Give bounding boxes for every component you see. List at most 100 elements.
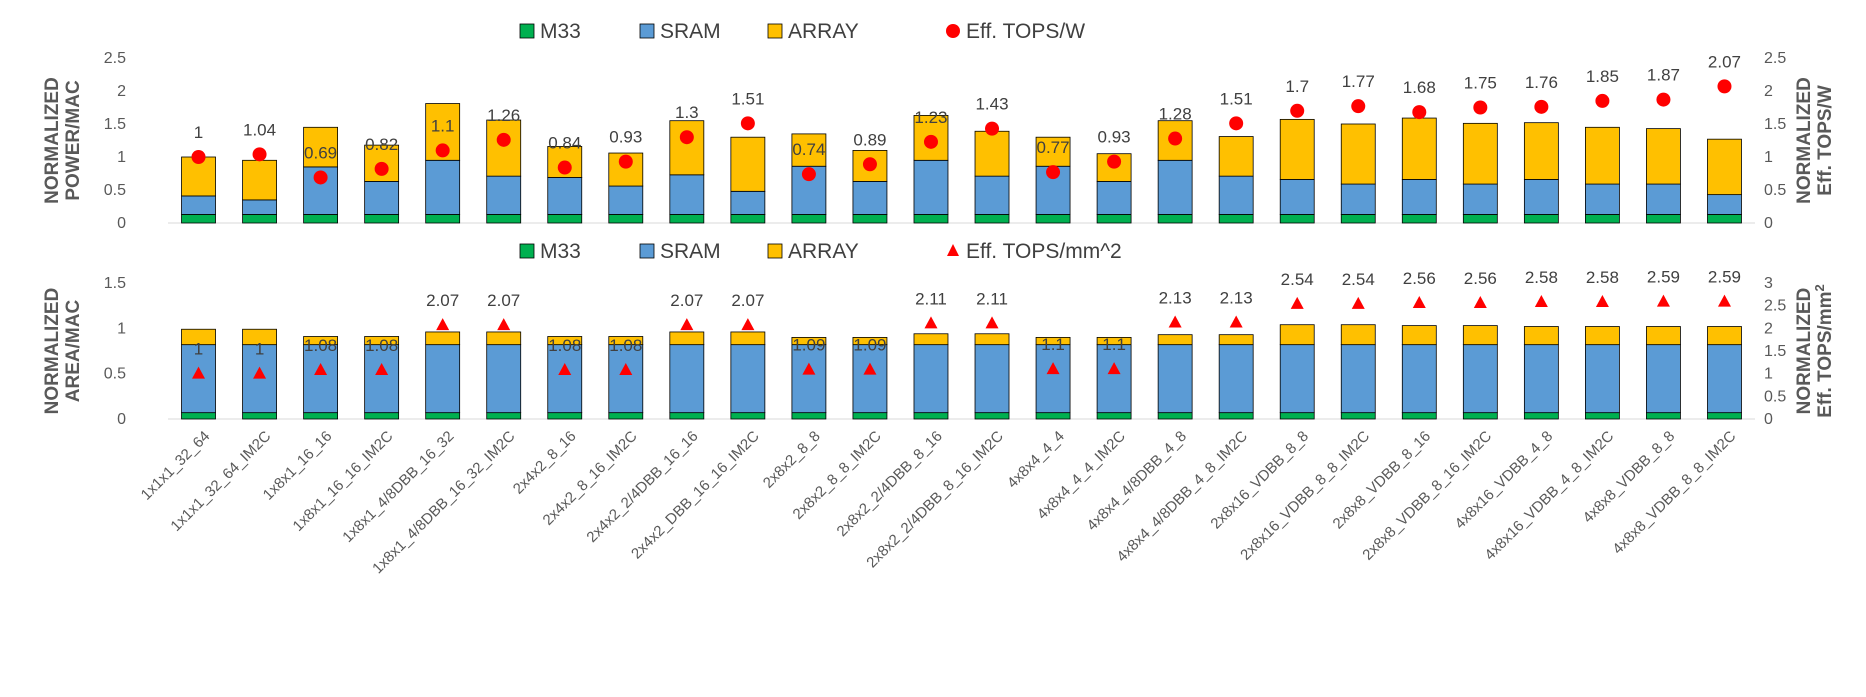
bar-sram-13: [913, 344, 949, 414]
bar-m33-8: [608, 412, 644, 420]
bar-array-10: [730, 331, 766, 346]
bar-sram-17: [1157, 344, 1193, 414]
bar-array-26: [1707, 326, 1742, 346]
y-tick-label: 0.5: [104, 366, 126, 383]
bar-sram-5: [425, 159, 461, 215]
bar-array-6: [486, 331, 522, 346]
data-label: 1.1: [1102, 335, 1126, 354]
x-category-labels: 1x1x1_32_641x1x1_32_64_IM2C1x8x1_16_161x…: [138, 428, 1740, 578]
data-label: 1.08: [609, 336, 642, 355]
point-tops-mm2-7: [558, 363, 572, 376]
legend-marker: [947, 244, 959, 256]
point-tops-w-11: [801, 167, 816, 182]
data-label: 0.89: [853, 130, 886, 149]
bar-m33-22: [1462, 214, 1498, 224]
bar-m33-1: [181, 412, 216, 420]
point-tops-w-23: [1534, 99, 1549, 114]
bar-sram-8: [608, 344, 644, 414]
y-tick-label: 0: [117, 215, 126, 232]
bar-sram-17: [1157, 159, 1193, 215]
bar-sram-3: [303, 344, 338, 414]
bar-m33-4: [364, 412, 400, 420]
y-axis-title: NORMALIZEDAREA/MAC: [42, 288, 84, 415]
x-tick-label: 1x1x1_32_64_IM2C: [167, 428, 274, 535]
legend-label: Eff. TOPS/mm^2: [966, 240, 1122, 263]
bar-m33-25: [1646, 412, 1681, 420]
point-tops-w-10: [740, 116, 755, 131]
bar-m33-9: [669, 214, 705, 224]
bar-m33-18: [1218, 412, 1254, 420]
x-tick-label: 2x4x2_DBB_16_16_IM2C: [628, 428, 763, 563]
bar-m33-1: [181, 214, 216, 224]
legend-label: ARRAY: [788, 20, 859, 43]
x-tick-label: 4x8x4_4/8DBB_4_8: [1084, 428, 1190, 534]
point-tops-w-7: [557, 160, 572, 175]
bar-array-3: [303, 126, 338, 168]
bar-sram-18: [1218, 175, 1254, 215]
data-label: 1: [194, 123, 203, 142]
point-tops-mm2-25: [1656, 294, 1670, 307]
bar-array-25: [1646, 326, 1681, 346]
bar-sram-25: [1646, 183, 1681, 215]
bar-m33-18: [1218, 214, 1254, 224]
point-tops-w-24: [1595, 93, 1610, 108]
bar-array-16: [1096, 336, 1132, 346]
y2-tick-label: 1: [1764, 149, 1773, 166]
bar-m33-5: [425, 412, 461, 420]
data-label: 1.08: [548, 336, 581, 355]
bar-m33-10: [730, 214, 766, 224]
bar-m33-13: [913, 412, 949, 420]
y2-tick-label: 1.5: [1764, 116, 1786, 133]
bar-m33-6: [486, 412, 522, 420]
legend-swatch: [519, 23, 535, 39]
bar-array-9: [669, 120, 705, 176]
bar-m33-10: [730, 412, 766, 420]
bar-sram-16: [1096, 181, 1132, 215]
x-tick-label: 2x4x2_2/4DBB_16_16: [583, 428, 701, 546]
y-tick-label: 1.5: [104, 275, 126, 292]
bar-sram-22: [1462, 344, 1498, 414]
chart-2: 0 0.5 1 1.5 0 0.5 1 1.5 2 2.5 3 NORMALIZEDAREA/MAC N…: [42, 240, 1836, 428]
bar-sram-9: [669, 344, 705, 414]
bar-sram-9: [669, 174, 705, 215]
point-tops-mm2-23: [1534, 295, 1548, 308]
bar-array-5: [425, 331, 461, 346]
legend-swatch: [639, 243, 655, 259]
bar-m33-11: [791, 214, 827, 224]
bar-array-11: [791, 336, 827, 346]
bar-array-18: [1218, 136, 1254, 177]
data-label: 2.11: [915, 289, 947, 308]
point-tops-w-5: [435, 143, 450, 158]
bar-m33-7: [547, 412, 583, 420]
bar-m33-21: [1401, 214, 1437, 224]
bar-array-25: [1646, 128, 1681, 185]
bar-m33-26: [1707, 214, 1742, 224]
y2-tick-label: 2.5: [1764, 50, 1786, 67]
data-label: 1.04: [243, 120, 276, 139]
point-tops-mm2-14: [985, 316, 999, 329]
bar-m33-15: [1035, 214, 1071, 224]
bar-sram-26: [1707, 194, 1742, 215]
bar-array-2: [242, 159, 277, 201]
bar-array-14: [974, 333, 1010, 346]
bar-sram-19: [1279, 179, 1315, 215]
data-label: 2.58: [1586, 268, 1619, 287]
bar-m33-23: [1523, 412, 1559, 420]
bar-sram-7: [547, 177, 583, 215]
bar-sram-6: [486, 175, 522, 215]
bar-m33-9: [669, 412, 705, 420]
point-tops-w-21: [1412, 105, 1427, 120]
x-tick-label: 4x8x8_VDBB_8_8_IM2C: [1609, 428, 1739, 558]
y2-tick-label: 3: [1764, 275, 1773, 292]
bar-sram-23: [1523, 344, 1559, 414]
data-label: 2.58: [1525, 268, 1558, 287]
bar-m33-3: [303, 412, 338, 420]
point-tops-w-4: [374, 161, 389, 176]
bar-m33-7: [547, 214, 583, 224]
y-axis-title: NORMALIZEDPOWER/MAC: [42, 77, 84, 204]
y2-tick-label: 1.5: [1764, 343, 1786, 360]
legend-marker: [946, 24, 960, 38]
data-label: 2.13: [1220, 288, 1253, 307]
point-tops-mm2-4: [375, 363, 389, 376]
data-label: 1.85: [1586, 67, 1619, 86]
